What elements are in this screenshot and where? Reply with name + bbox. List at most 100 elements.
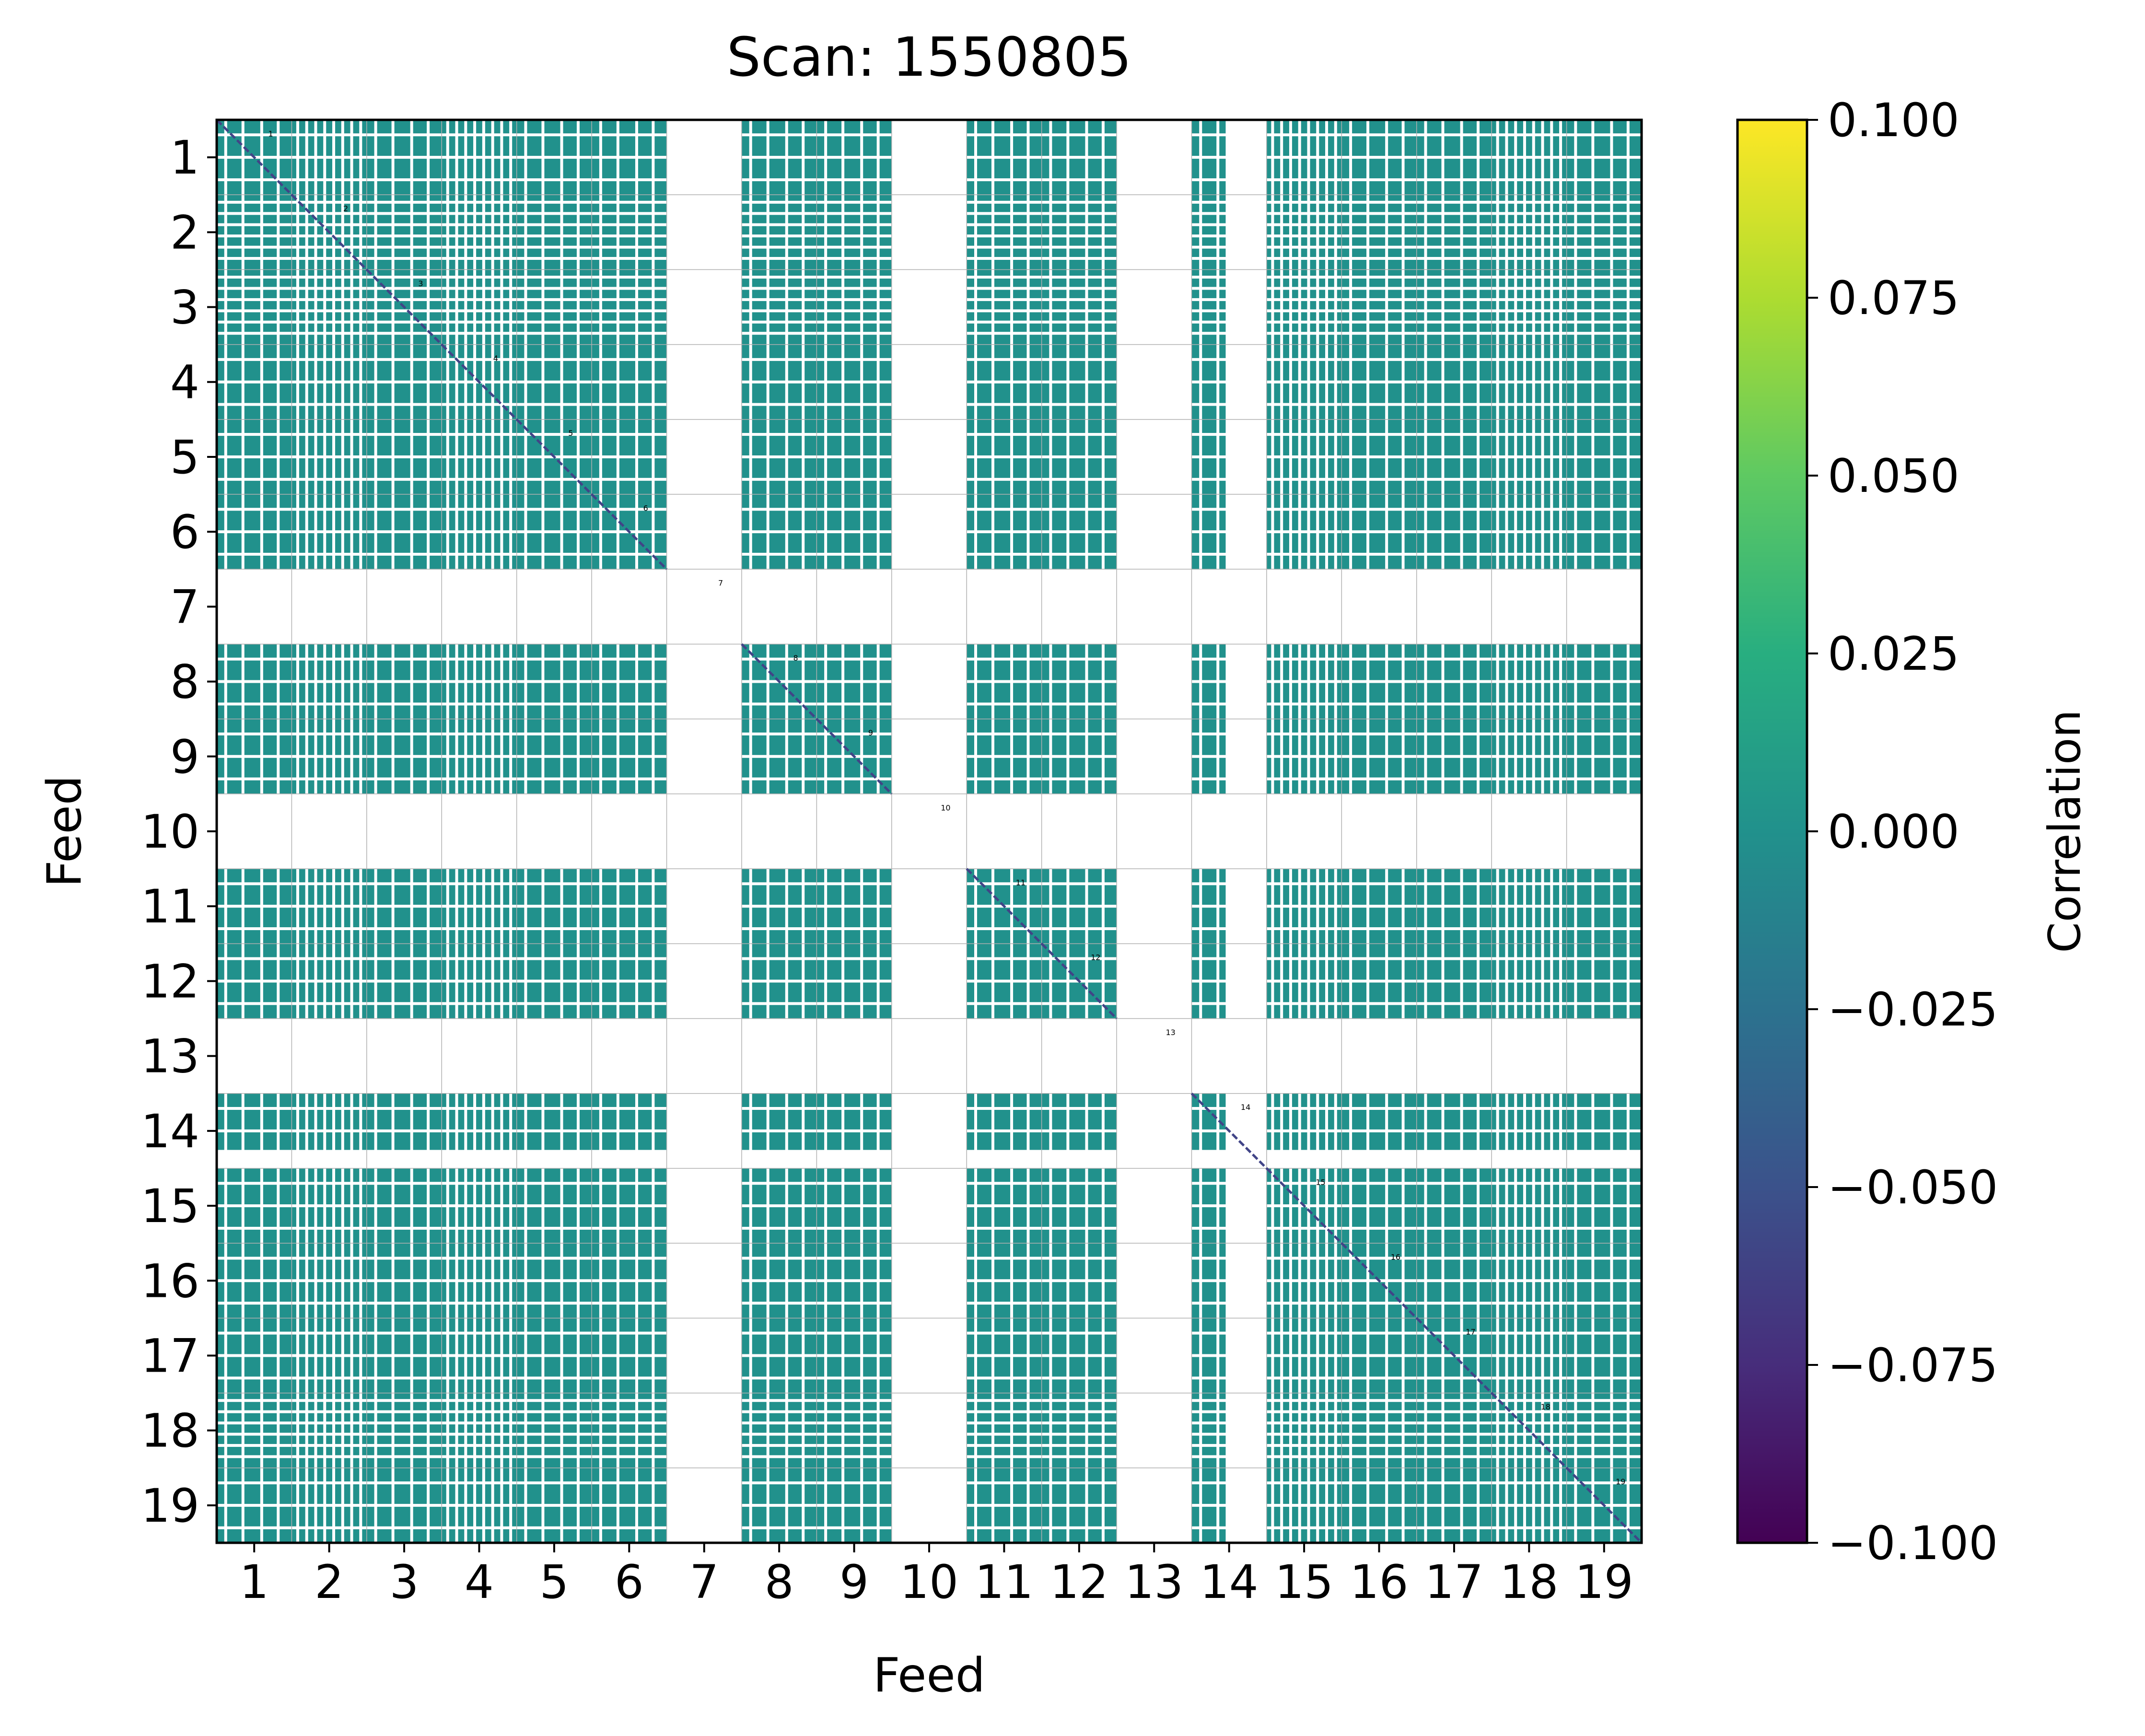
y-tick-label: 11 bbox=[141, 880, 199, 933]
diagonal-feed-label: 1 bbox=[268, 129, 273, 138]
diagonal-block bbox=[1565, 1467, 1643, 1544]
gap-stripe bbox=[473, 120, 477, 1543]
y-tick-label: 18 bbox=[141, 1404, 199, 1458]
gap-stripe bbox=[1505, 120, 1508, 1543]
gap-stripe bbox=[217, 1107, 1642, 1110]
gap-stripe bbox=[241, 120, 245, 1543]
gap-stripe bbox=[217, 298, 1642, 301]
diagonal-feed-label: 9 bbox=[868, 728, 873, 737]
gap-stripe bbox=[217, 508, 1642, 511]
gap-stripe bbox=[1280, 120, 1283, 1543]
diagonal-feed-label: 7 bbox=[718, 579, 723, 588]
colorbar-tick-label: 0.100 bbox=[1828, 93, 1959, 147]
chart-title: Scan: 1550805 bbox=[727, 26, 1131, 89]
gap-stripe bbox=[217, 1204, 1642, 1208]
x-tick-label: 18 bbox=[1500, 1555, 1558, 1609]
diagonal-block bbox=[816, 718, 893, 795]
gap-stripe bbox=[455, 120, 458, 1543]
grid-lines bbox=[217, 120, 1642, 1543]
gap-stripe bbox=[841, 120, 845, 1543]
heatmap-cell bbox=[816, 1093, 892, 1150]
heatmap-cell bbox=[1041, 1093, 1117, 1150]
gap-stripe bbox=[824, 120, 828, 1543]
x-tick-label: 6 bbox=[615, 1555, 644, 1609]
heatmap-cell bbox=[741, 1093, 817, 1150]
x-tick-label: 8 bbox=[765, 1555, 794, 1609]
gap-stripe bbox=[1271, 120, 1274, 1543]
diagonal-feed-label: 6 bbox=[643, 503, 648, 513]
gap-stripe bbox=[1460, 120, 1463, 1543]
diagonal-feed-label: 18 bbox=[1541, 1402, 1550, 1411]
gap-stripe bbox=[217, 1152, 1642, 1155]
gap-stripe bbox=[350, 120, 353, 1543]
gap-stripe bbox=[1591, 120, 1595, 1543]
x-tick-label: 14 bbox=[1200, 1555, 1259, 1609]
gap-stripe bbox=[217, 245, 1642, 249]
heatmap-cell bbox=[1566, 1093, 1642, 1150]
gap-stripe bbox=[217, 1002, 1642, 1005]
gap-stripe bbox=[785, 120, 788, 1543]
gap-stripe bbox=[599, 120, 602, 1543]
gap-stripe bbox=[217, 403, 1642, 406]
gap-stripe bbox=[766, 120, 769, 1543]
gap-stripe bbox=[217, 455, 1642, 458]
gap-stripes bbox=[217, 120, 1642, 1543]
diagonal-block bbox=[741, 643, 818, 720]
gap-stripe bbox=[217, 957, 1642, 960]
gap-stripe bbox=[217, 1481, 1642, 1485]
x-tick-label: 4 bbox=[465, 1555, 494, 1609]
gap-stripe bbox=[217, 1376, 1642, 1380]
x-tick-label: 11 bbox=[975, 1555, 1033, 1609]
gap-stripe bbox=[802, 120, 805, 1543]
diagonal-feed-label: 12 bbox=[1091, 953, 1100, 962]
y-axis-label: Feed bbox=[37, 775, 92, 887]
gap-stripe bbox=[217, 320, 1642, 324]
gap-stripe bbox=[482, 120, 485, 1543]
diagonal-feed-label: 14 bbox=[1241, 1103, 1250, 1112]
gap-stripe bbox=[277, 120, 280, 1543]
diagonal-block bbox=[1491, 1392, 1568, 1469]
gap-stripe bbox=[1235, 120, 1238, 1543]
gap-stripe bbox=[217, 276, 1642, 279]
gap-stripe bbox=[332, 120, 336, 1543]
gap-stripe bbox=[1366, 120, 1370, 1543]
gap-stripe bbox=[217, 1455, 1642, 1458]
gap-stripe bbox=[217, 133, 1642, 137]
gap-stripe bbox=[217, 1399, 1642, 1402]
heatmap-cell bbox=[1492, 1093, 1567, 1150]
gap-stripe bbox=[1550, 120, 1553, 1543]
y-tick-label: 10 bbox=[141, 805, 199, 859]
gap-stripe bbox=[1101, 120, 1105, 1543]
diagonal-block bbox=[216, 119, 293, 196]
heatmap-cell bbox=[217, 1093, 292, 1150]
gap-stripe bbox=[1523, 120, 1526, 1543]
colorbar-tick-label: −0.050 bbox=[1828, 1161, 1998, 1214]
x-tick-label: 5 bbox=[539, 1555, 569, 1609]
diagonal-block bbox=[515, 419, 593, 495]
gap-stripe bbox=[217, 657, 1642, 661]
y-tick-label: 6 bbox=[170, 505, 199, 559]
gap-stripe bbox=[1251, 120, 1255, 1543]
gap-stripe bbox=[1626, 120, 1630, 1543]
gap-stripe bbox=[427, 120, 430, 1543]
heatmap-cell bbox=[366, 1093, 442, 1150]
gap-stripe bbox=[217, 478, 1642, 481]
diagonal-feed-label: 16 bbox=[1391, 1253, 1400, 1262]
y-tick-label: 15 bbox=[141, 1179, 199, 1233]
gap-stripe bbox=[974, 120, 977, 1543]
colorbar-tick-label: −0.100 bbox=[1828, 1516, 1998, 1570]
gap-stripe bbox=[1010, 120, 1014, 1543]
gap-stripe bbox=[391, 120, 395, 1543]
gap-stripe bbox=[1026, 120, 1030, 1543]
gap-stripe bbox=[323, 120, 326, 1543]
y-tick-label: 4 bbox=[170, 356, 199, 409]
x-tick-label: 10 bbox=[900, 1555, 958, 1609]
gap-stripe bbox=[410, 120, 413, 1543]
y-tick-label: 5 bbox=[170, 431, 199, 484]
gap-stripe bbox=[1049, 120, 1052, 1543]
colorbar-tick-label: 0.075 bbox=[1828, 271, 1959, 325]
gap-stripe bbox=[1477, 120, 1480, 1543]
gap-stripe bbox=[1349, 120, 1352, 1543]
